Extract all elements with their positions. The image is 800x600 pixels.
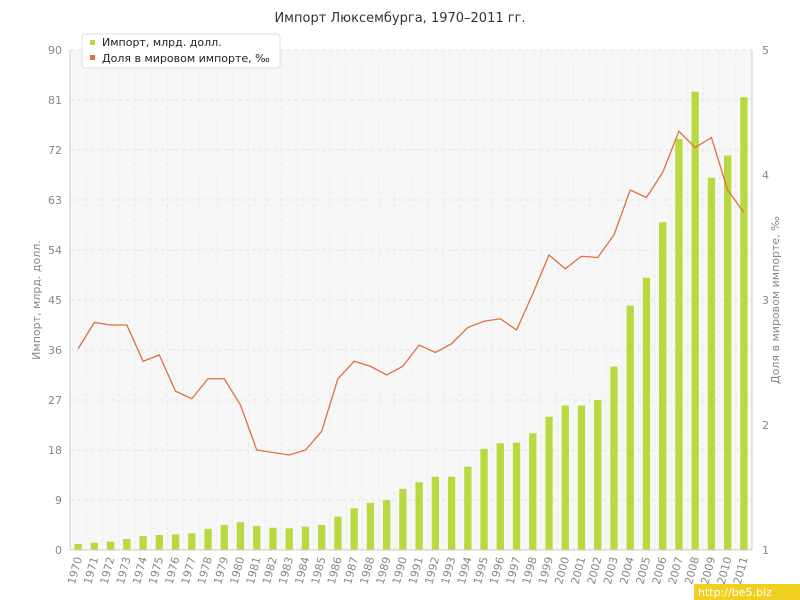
y-tick-label: 54 xyxy=(48,244,62,257)
bar xyxy=(106,541,115,550)
bar xyxy=(447,476,456,550)
bar xyxy=(155,535,163,550)
bar xyxy=(659,222,667,550)
bar xyxy=(675,138,683,550)
bar xyxy=(253,526,261,550)
bar xyxy=(529,433,537,550)
y-tick-label: 27 xyxy=(48,394,62,407)
y-tick-label: 72 xyxy=(48,144,62,157)
bar xyxy=(204,528,212,550)
legend-swatch-import xyxy=(90,40,95,45)
y-axis-label: Импорт, млрд. долл. xyxy=(30,240,43,360)
bar xyxy=(415,482,423,550)
legend-label-import: Импорт, млрд. долл. xyxy=(102,36,222,49)
bar xyxy=(220,525,228,550)
bar xyxy=(610,366,618,550)
y-tick-label: 45 xyxy=(48,294,62,307)
bar xyxy=(285,528,293,550)
bar xyxy=(480,448,488,550)
legend-swatch-share xyxy=(90,55,95,60)
bar xyxy=(123,538,131,550)
y-tick-label: 90 xyxy=(48,44,62,57)
right-axis-ticks: 1 2 3 4 5 xyxy=(762,44,769,557)
y2-tick-label: 3 xyxy=(762,294,769,307)
bar xyxy=(236,522,245,550)
legend-box xyxy=(81,33,281,69)
y-tick-label: 0 xyxy=(55,544,62,557)
watermark: http://be5.biz xyxy=(698,586,772,599)
share-line xyxy=(77,130,745,456)
bar xyxy=(90,542,99,550)
chart-title: Импорт Люксембурга, 1970–2011 гг. xyxy=(274,11,525,26)
bar xyxy=(399,488,407,550)
y2-tick-label: 2 xyxy=(762,419,769,432)
bar xyxy=(512,442,521,550)
bar xyxy=(740,97,748,550)
bar xyxy=(691,91,699,551)
bar xyxy=(139,536,147,550)
bar xyxy=(318,525,326,550)
bar xyxy=(577,405,586,550)
bar xyxy=(301,526,310,550)
bar xyxy=(171,534,180,550)
y-tick-label: 36 xyxy=(48,344,62,357)
bar xyxy=(269,527,277,550)
bar xyxy=(496,443,504,550)
legend-label-share: Доля в мировом импорте, ‰ xyxy=(102,52,270,65)
bar xyxy=(723,155,732,551)
bar xyxy=(561,405,569,550)
bar xyxy=(626,305,634,550)
y-tick-label: 9 xyxy=(55,494,62,507)
bar xyxy=(545,416,553,550)
line-series xyxy=(77,130,745,456)
axes xyxy=(69,50,753,551)
bar xyxy=(188,533,196,550)
bar xyxy=(431,476,440,550)
bar xyxy=(382,500,391,550)
bar xyxy=(707,177,716,550)
watermark-bg xyxy=(694,584,800,600)
y2-tick-label: 1 xyxy=(762,544,769,557)
bar xyxy=(366,502,375,550)
bar-series xyxy=(74,91,748,551)
bar xyxy=(642,277,651,550)
bar xyxy=(594,400,602,550)
y2-tick-label: 4 xyxy=(762,169,769,182)
y-tick-label: 81 xyxy=(48,94,62,107)
left-axis-ticks: 0 9 18 27 36 45 54 63 72 81 90 xyxy=(48,44,62,557)
bar xyxy=(334,516,342,550)
y-tick-label: 63 xyxy=(48,194,62,207)
legend: Импорт, млрд. долл. Доля в мировом импор… xyxy=(81,33,281,69)
y2-axis-label: Доля в мировом импорте, ‰ xyxy=(769,216,782,384)
y2-tick-label: 5 xyxy=(762,44,769,57)
bar xyxy=(74,543,82,550)
bar xyxy=(464,466,472,550)
bar xyxy=(350,508,358,550)
y-tick-label: 18 xyxy=(48,444,62,457)
